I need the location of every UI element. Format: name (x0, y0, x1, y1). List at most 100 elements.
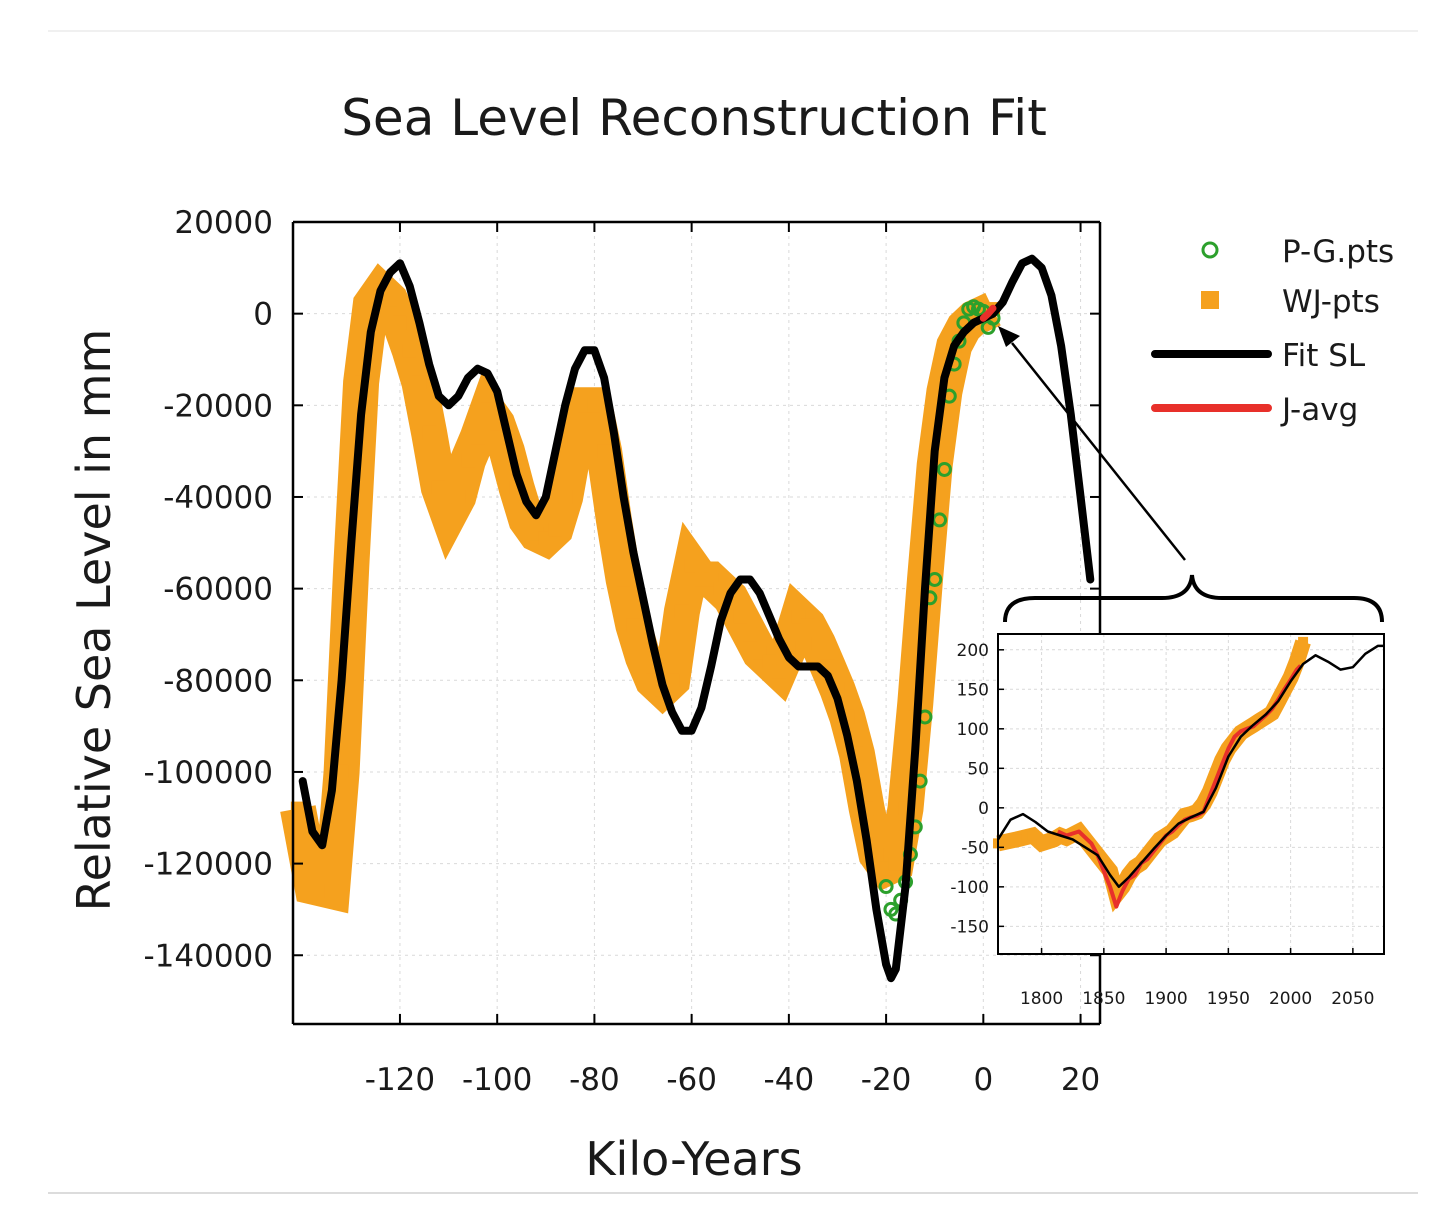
wj-pts-point (665, 673, 680, 688)
x-tick-label: -40 (764, 1062, 815, 1098)
wj-pts-point (772, 664, 787, 679)
callout (998, 326, 1384, 623)
wj-pts-point (558, 489, 573, 504)
x-tick-label: 20 (1061, 1062, 1100, 1098)
inset-x-tick-label: 2000 (1269, 989, 1312, 1009)
inset-wj-pts-point (1036, 838, 1047, 849)
inset-x-tick-label: 1800 (1020, 989, 1063, 1009)
legend-label: Fit SL (1282, 338, 1366, 374)
x-tick-label: -60 (666, 1062, 717, 1098)
inset-x-tick-label: 1950 (1207, 989, 1250, 1009)
y-tick-label: 0 (253, 297, 273, 333)
x-tick-label: -120 (365, 1062, 435, 1098)
y-tick-label: -120000 (143, 847, 273, 883)
wj-pts-point (412, 375, 427, 390)
main-series (280, 254, 1095, 983)
inset-wj-pts-point (1123, 869, 1134, 880)
wj-pts-point (383, 292, 398, 307)
wj-pts-point (470, 430, 485, 445)
wj-pts-point (597, 444, 612, 459)
inset-wj-pts-point (1011, 834, 1022, 845)
fit-sl-line (298, 254, 1095, 983)
inset-wj-pts-point (1295, 644, 1306, 655)
wj-pts-point (451, 489, 466, 504)
inset-wj-pts-point (1179, 810, 1190, 821)
wj-pts-point (742, 627, 757, 642)
inset-wj-pts-point (1298, 636, 1309, 647)
inset-axes (997, 633, 1385, 955)
x-tick-label: 0 (973, 1062, 993, 1098)
wj-pts-point (402, 343, 417, 358)
j-avg-line (979, 304, 997, 322)
wj-pts-point (392, 315, 407, 330)
y-tick-label: -60000 (163, 572, 273, 608)
inset-x-tick-label: 2050 (1331, 989, 1374, 1009)
inset-y-tick-label: 150 (957, 680, 989, 700)
inset-wj-pts-point (1105, 866, 1116, 877)
wj-pts-point (733, 609, 748, 624)
wj-pts-point (616, 572, 631, 587)
chart-title: Sea Level Reconstruction Fit (341, 89, 1047, 147)
inset-y-tick-label: 0 (978, 799, 989, 819)
legend-marker-square (1201, 291, 1219, 309)
inset-ticks: 1800 1850 1900 1950 2000 2050 200 150 100 50 0 -50 -… (950, 641, 1374, 1009)
inset-wj-pts-point (1192, 806, 1203, 817)
inset-series (993, 636, 1384, 913)
inset-brace (1003, 574, 1384, 623)
wj-pts-point (290, 801, 305, 816)
wj-pts-point (626, 618, 641, 633)
callout-arrow-line (1011, 342, 1186, 561)
inset-wj-pts-point (1266, 708, 1277, 719)
legend-label: P-G.pts (1282, 234, 1394, 270)
inset-fit-sl-line (996, 644, 1384, 889)
wj-pts-point (801, 618, 816, 633)
inset-wj-pts-point (1154, 834, 1165, 845)
y-tick-label: -40000 (163, 480, 273, 516)
x-axis-label: Kilo-Years (585, 1132, 802, 1186)
x-tick-label: -100 (462, 1062, 532, 1098)
inset-wj-pts-point (1186, 809, 1196, 820)
inset-wj-pts-point (1198, 798, 1209, 809)
wj-pts-point (519, 512, 534, 527)
wj-pts-point (674, 604, 689, 619)
wj-pts-point (461, 453, 476, 468)
inset-frame (997, 633, 1385, 955)
inset-y-tick-label: 100 (957, 720, 989, 740)
wj-pts-point (606, 512, 621, 527)
inset-y-tick-label: -50 (961, 838, 989, 858)
legend-label: J-avg (1280, 392, 1358, 428)
y-tick-label: -20000 (163, 388, 273, 424)
inset-wj-pts-point (1291, 656, 1302, 667)
x-tick-label: -20 (861, 1062, 912, 1098)
inset-y-tick-label: -100 (950, 878, 989, 898)
main-ticks: -120 -100 -80 -60 -40 -20 0 20 20000 0 -20000 -4000… (143, 205, 1100, 1098)
pg-pts-point (936, 461, 952, 477)
inset-y-tick-label: 50 (967, 759, 989, 779)
wj-pts-point (684, 558, 699, 573)
inset-x-tick-label: 1900 (1144, 989, 1187, 1009)
legend-label: WJ-pts (1282, 284, 1380, 320)
wj-pts-point (305, 879, 320, 894)
top-divider (48, 30, 1418, 32)
y-tick-label: -140000 (143, 938, 273, 974)
callout-arrowhead (998, 326, 1020, 347)
wj-pts-point (480, 402, 495, 417)
y-tick-label: 20000 (174, 205, 273, 241)
wj-pts-point (422, 425, 437, 440)
inset-wj-pts-point (1027, 830, 1038, 841)
legend-marker-circle (1201, 241, 1219, 259)
wj-pts-point (431, 480, 446, 495)
inset-chart: 1800 1850 1900 1950 2000 2050 200 150 100 50 0 -50 -… (950, 633, 1385, 1009)
inset-wj-pts-point (1129, 862, 1140, 873)
y-tick-label: -80000 (163, 663, 273, 699)
wj-pts-point (811, 636, 826, 651)
y-tick-label: -100000 (143, 755, 273, 791)
inset-y-tick-label: -150 (950, 917, 989, 937)
bottom-divider (48, 1192, 1418, 1194)
y-axis-label: Relative Sea Level in mm (67, 329, 121, 912)
inset-wj-pts-point (1111, 889, 1122, 900)
wj-pts-point (441, 508, 456, 523)
wj-pts-point (334, 764, 349, 779)
wj-pts-point (636, 650, 651, 665)
